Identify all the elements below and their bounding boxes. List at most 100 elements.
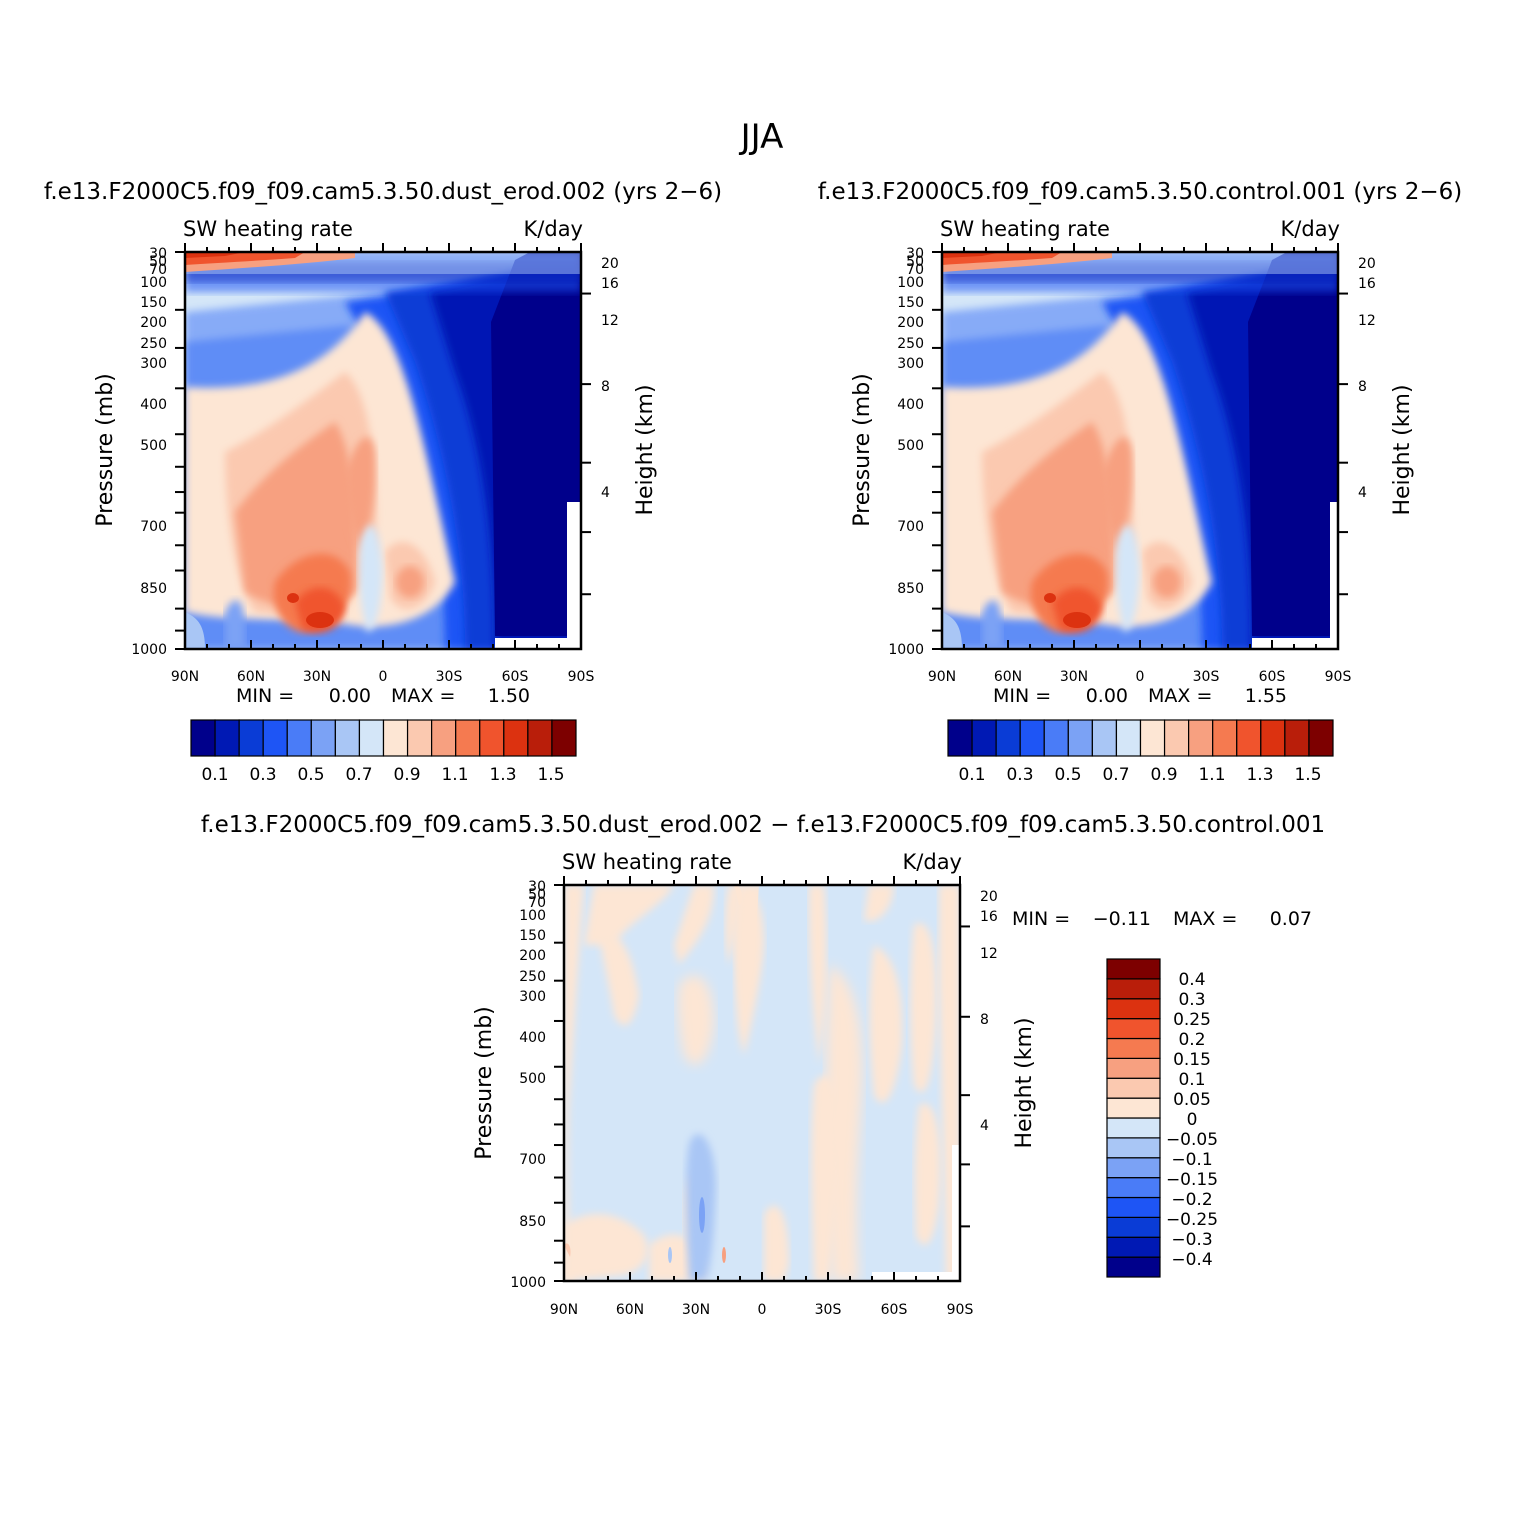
colorbar-labels: 0.4 0.3 0.25 0.2 0.15 0.1 0.05 0 −0.05 −…: [1166, 970, 1218, 1270]
colorbar-box: [1115, 719, 1142, 757]
x-tick-label: 60S: [1259, 669, 1286, 685]
y-axis-label-right: Height (km): [1390, 384, 1415, 515]
y-tick-label: 500: [897, 438, 924, 454]
y-tick-label: 100: [140, 275, 167, 291]
colorbar: [190, 719, 577, 757]
colorbar-box: [1106, 1037, 1161, 1059]
x-tick-label: 0: [1136, 669, 1145, 685]
min-value: −0.11: [1093, 908, 1151, 930]
colorbar-box: [1106, 958, 1161, 980]
colorbar-box: [1106, 978, 1161, 1000]
height-tick-label: 4: [1358, 485, 1367, 501]
y-tick-label: 50: [906, 254, 924, 270]
min-label: MIN =: [993, 685, 1051, 707]
x-tick-labels: 90N 60N 30N 0 30S 60S 90S: [171, 669, 595, 685]
y-tick-label: 70: [149, 262, 167, 278]
colorbar-box: [1106, 998, 1161, 1020]
right-string: K/day: [524, 217, 583, 241]
colorbar-label: 0.5: [297, 765, 324, 785]
colorbar-label: −0.15: [1166, 1170, 1218, 1190]
height-tick-labels: 20 16 12 8 4: [1358, 256, 1376, 501]
max-value: 1.50: [488, 685, 530, 707]
y-tick-label: 500: [140, 438, 167, 454]
contour-field: [942, 252, 1338, 649]
colorbar-box: [358, 719, 385, 757]
height-tick-label: 16: [1358, 276, 1376, 292]
colorbar-box: [1106, 1097, 1161, 1119]
y-tick-label: 300: [140, 356, 167, 372]
y-axis-label-right: Height (km): [1012, 1017, 1037, 1148]
colorbar-box: [1163, 719, 1190, 757]
x-tick-label: 60N: [237, 669, 265, 685]
colorbar-box: [431, 719, 457, 757]
colorbar-box: [503, 719, 529, 757]
left-string: SW heating rate: [183, 217, 353, 241]
colorbar-label: 0.1: [1178, 1070, 1205, 1090]
colorbar-box: [527, 719, 553, 757]
colorbar-box: [455, 719, 481, 757]
colorbar-box: [1139, 719, 1166, 757]
x-tick-label: 30S: [815, 1302, 842, 1318]
colorbar-box: [214, 719, 240, 757]
colorbar-label: 0.7: [1102, 765, 1129, 785]
colorbar-box: [334, 719, 361, 757]
colorbar-box: [1212, 719, 1238, 757]
colorbar-box: [947, 719, 973, 757]
colorbar-box: [1106, 1157, 1161, 1179]
y-tick-label: 200: [140, 315, 167, 331]
y-tick-label: 30: [149, 246, 167, 262]
colorbar-label: 0.3: [1006, 765, 1033, 785]
y-tick-label: 250: [519, 969, 546, 985]
figure-title: JJA: [739, 117, 784, 157]
min-value: 0.00: [329, 685, 371, 707]
colorbar-label: 0.1: [201, 765, 228, 785]
colorbar-box: [1236, 719, 1262, 757]
colorbar-box: [286, 719, 312, 757]
colorbar-label: 0.3: [249, 765, 276, 785]
colorbar-box: [406, 719, 433, 757]
y-tick-label: 200: [897, 315, 924, 331]
y-tick-labels: 30 50 70 100 150 200 250 300 400 500 700…: [510, 879, 546, 1291]
colorbar-box: [551, 719, 577, 757]
x-tick-label: 90S: [947, 1302, 974, 1318]
height-tick-label: 16: [980, 909, 998, 925]
y-tick-label: 70: [906, 262, 924, 278]
height-tick-labels: 20 16 12 8 4: [980, 889, 998, 1134]
colorbar-box: [1106, 1216, 1161, 1238]
colorbar-box: [479, 719, 505, 757]
x-tick-label: 30N: [682, 1302, 710, 1318]
max-value: 0.07: [1270, 908, 1312, 930]
colorbar-label: −0.25: [1166, 1210, 1218, 1230]
panel-title: f.e13.F2000C5.f09_f09.cam5.3.50.dust_ero…: [44, 179, 722, 205]
colorbar-label: −0.2: [1171, 1190, 1212, 1210]
height-tick-label: 12: [601, 313, 619, 329]
colorbar-box: [1106, 1018, 1161, 1040]
y-tick-label: 250: [140, 336, 167, 352]
colorbar-box: [1106, 1077, 1161, 1099]
y-tick-label: 700: [140, 519, 167, 535]
x-tick-label: 0: [379, 669, 388, 685]
contour-field: [564, 885, 960, 1281]
axis-ticks: [554, 876, 970, 1282]
x-tick-label: 60S: [502, 669, 529, 685]
y-tick-label: 50: [528, 887, 546, 903]
x-tick-label: 90N: [171, 669, 199, 685]
colorbar-label: 1.5: [537, 765, 564, 785]
colorbar-label: 1.5: [1294, 765, 1321, 785]
max-label: MAX =: [391, 685, 455, 707]
colorbar-box: [1188, 719, 1214, 757]
colorbar-box: [1308, 719, 1334, 757]
x-tick-label: 60S: [881, 1302, 908, 1318]
y-tick-label: 500: [519, 1071, 546, 1087]
colorbar-box: [1284, 719, 1310, 757]
colorbar-box: [995, 719, 1021, 757]
panel-control: f.e13.F2000C5.f09_f09.cam5.3.50.control.…: [818, 179, 1462, 785]
colorbar-box: [1067, 719, 1093, 757]
y-tick-label: 300: [897, 356, 924, 372]
height-tick-label: 20: [1358, 256, 1376, 272]
y-tick-label: 850: [140, 581, 167, 597]
y-axis-label: Pressure (mb): [472, 1006, 497, 1160]
panel-dust: f.e13.F2000C5.f09_f09.cam5.3.50.dust_ero…: [44, 179, 722, 785]
colorbar-box: [1106, 1236, 1161, 1258]
